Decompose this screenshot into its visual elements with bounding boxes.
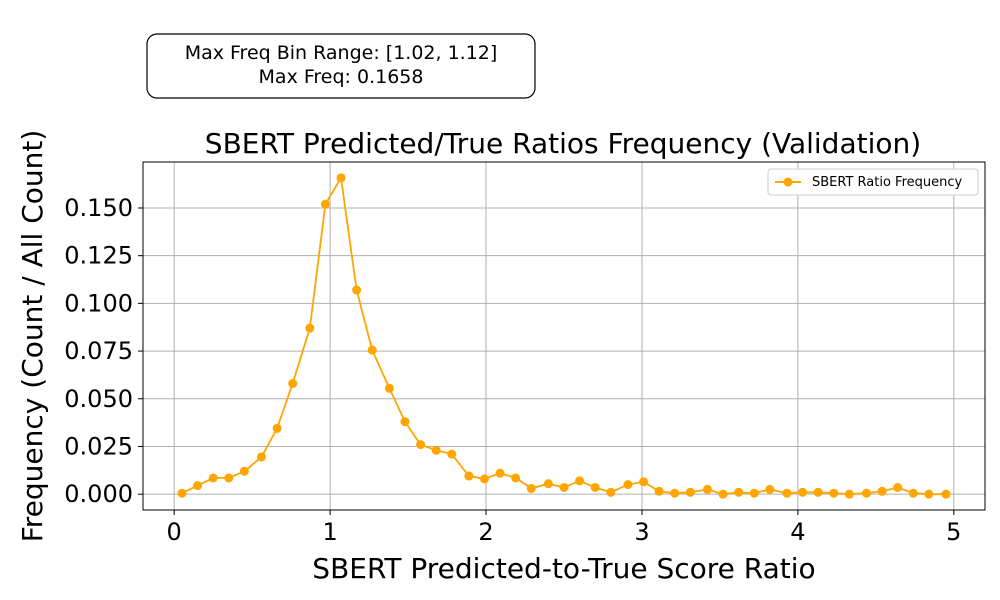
data-point [543, 479, 553, 489]
data-point [511, 473, 521, 483]
chart-title: SBERT Predicted/True Ratios Frequency (V… [205, 127, 921, 160]
data-point [924, 489, 934, 499]
y-axis-label: Frequency (Count / All Count) [16, 130, 49, 543]
data-point [464, 471, 474, 481]
data-point [749, 488, 759, 498]
grid [143, 162, 985, 510]
legend-box [767, 168, 979, 196]
x-tick-label: 4 [790, 518, 805, 546]
data-point [239, 466, 249, 476]
data-point [384, 383, 394, 393]
data-point [320, 199, 330, 209]
data-point [431, 445, 441, 455]
data-point [336, 173, 346, 183]
y-tick-label: 0.125 [64, 242, 133, 270]
annotation-line-range: Max Freq Bin Range: [1.02, 1.12] [185, 42, 498, 64]
data-point [798, 487, 808, 497]
data-point [177, 488, 187, 498]
data-point [367, 345, 377, 355]
data-point [257, 452, 267, 462]
data-point [559, 482, 569, 492]
y-tick-label: 0.000 [64, 480, 133, 508]
data-point [941, 489, 951, 499]
data-point [813, 487, 823, 497]
data-point [765, 484, 775, 494]
data-point [877, 486, 887, 496]
x-axis-label: SBERT Predicted-to-True Score Ratio [312, 552, 815, 585]
data-point [526, 483, 536, 493]
data-point [623, 480, 633, 490]
data-point [305, 323, 315, 333]
y-tick-label: 0.150 [64, 194, 133, 222]
data-point [575, 476, 585, 486]
data-point [208, 473, 218, 483]
y-tick-label: 0.025 [64, 432, 133, 460]
y-tick-label: 0.075 [64, 337, 133, 365]
data-point [400, 417, 410, 427]
x-tick-label: 3 [634, 518, 649, 546]
data-point [670, 488, 680, 498]
data-point [495, 468, 505, 478]
legend: SBERT Ratio Frequency [767, 168, 979, 196]
data-point [908, 488, 918, 498]
axis-ticks: 0 1 2 3 4 5 0.000 0.025 0.050 0.075 0.100 0.125 0.15… [64, 194, 961, 546]
data-point [718, 489, 728, 499]
plot-frame [142, 161, 986, 511]
data-point [447, 449, 457, 459]
data-point [734, 487, 744, 497]
data-point [590, 482, 600, 492]
y-tick-label: 0.050 [64, 385, 133, 413]
data-point [193, 481, 203, 491]
data-point [861, 488, 871, 498]
x-tick-label: 1 [322, 518, 337, 546]
data-point [685, 487, 695, 497]
data-point [272, 423, 282, 433]
data-point [416, 440, 426, 450]
data-point [844, 489, 854, 499]
series-layer [177, 173, 951, 499]
annotation-line-max: Max Freq: 0.1658 [259, 66, 424, 88]
data-point [829, 488, 839, 498]
data-point [782, 488, 792, 498]
x-tick-label: 5 [946, 518, 961, 546]
data-point [224, 473, 234, 483]
data-point [479, 474, 489, 484]
data-point [702, 484, 712, 494]
x-tick-label: 2 [478, 518, 493, 546]
data-point [654, 486, 664, 496]
annotation-box [146, 33, 536, 99]
data-point [352, 285, 362, 295]
data-point [606, 487, 616, 497]
legend-marker-swatch [783, 177, 793, 187]
legend-label: SBERT Ratio Frequency [812, 175, 963, 190]
x-tick-label: 0 [167, 518, 182, 546]
data-point [639, 477, 649, 487]
y-tick-label: 0.100 [64, 289, 133, 317]
max-freq-annotation: Max Freq Bin Range: [1.02, 1.12] Max Fre… [146, 33, 536, 99]
data-point [893, 482, 903, 492]
data-point [288, 379, 298, 389]
